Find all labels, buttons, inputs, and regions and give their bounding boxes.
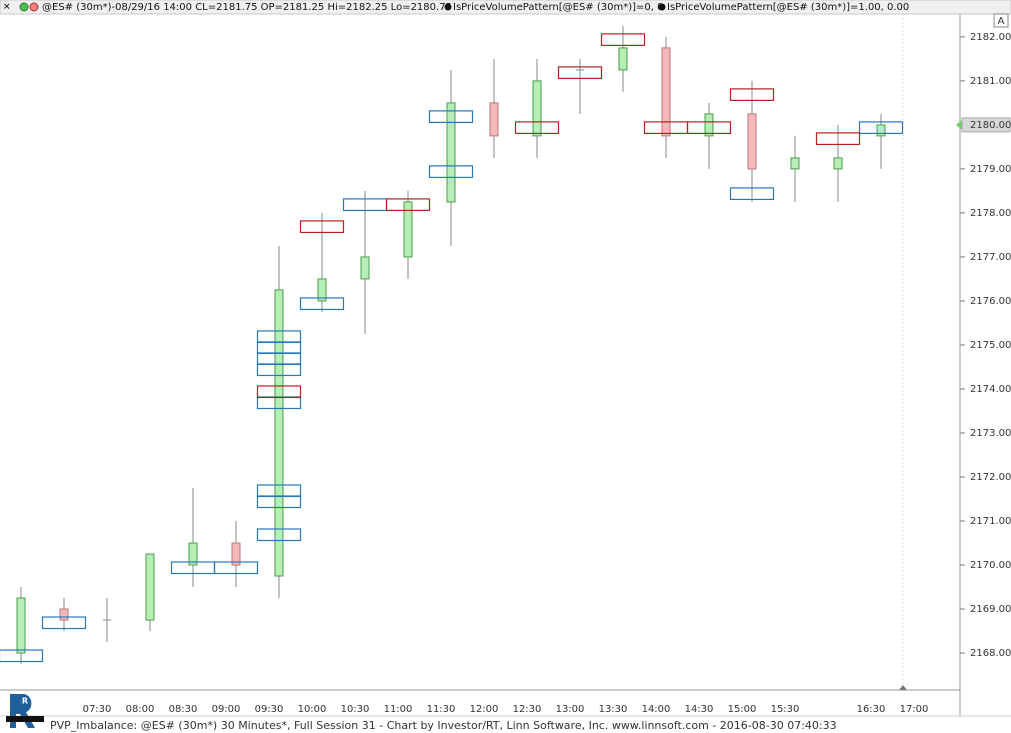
candle-body [188,542,198,566]
y-tick-label: 2169.00 [970,604,1011,615]
x-tick-label: 09:00 [212,704,241,715]
candle-body [489,102,499,137]
x-tick-label: 08:00 [126,704,155,715]
y-tick-label: 2168.00 [970,648,1011,659]
x-tick-label: 13:30 [599,704,628,715]
logo-text: R [22,697,28,706]
y-tick-label: 2178.00 [970,208,1011,219]
candle-body [360,256,370,280]
imbalance-box [299,220,345,234]
candle-body [704,113,714,137]
x-tick-label: 14:00 [642,704,671,715]
x-tick-label: 12:30 [513,704,542,715]
y-tick-label: 2181.00 [970,76,1011,87]
candle-body [876,124,886,137]
candle-body [532,80,542,137]
candle-body [618,47,628,71]
imbalance-box [428,165,474,179]
x-tick-label: 15:00 [728,704,757,715]
last-price-arrow [956,119,962,130]
y-tick-label: 2172.00 [970,472,1011,483]
x-tick-label: 11:00 [384,704,413,715]
imbalance-box [299,297,345,311]
quote-text: @ES# (30m*)-08/29/16 14:00 CL=2181.75 OP… [42,2,452,13]
imbalance-box [41,616,87,630]
y-tick-label: 2179.00 [970,164,1011,175]
x-tick-label: 15:30 [771,704,800,715]
header-bar [0,0,1011,15]
imbalance-box [600,33,646,46]
imbalance-box [557,66,603,79]
corner-button-label[interactable]: A [998,16,1005,27]
candle-body [16,597,26,654]
imbalance-box [815,132,861,146]
y-tick-label: 2173.00 [970,428,1011,439]
candle-body [661,47,671,137]
y-tick-label: 2171.00 [970,516,1011,527]
x-tick-label: 11:30 [427,704,456,715]
session-end-marker [899,685,907,690]
imbalance-box [858,121,904,135]
x-tick-label: 08:30 [169,704,198,715]
x-tick-label: 17:00 [900,704,929,715]
footer-caption: PVP_Imbalance: @ES# (30m*) 30 Minutes*, … [50,719,837,732]
imbalance-box [256,330,302,344]
candle-body [145,553,155,621]
logo-bar [6,716,44,722]
x-tick-label: 14:30 [685,704,714,715]
imbalance-box [514,121,560,135]
x-tick-label: 07:30 [83,704,112,715]
candle-body [790,157,800,170]
last-price-label: 2180.00 [970,120,1011,131]
indicator-text: IsPriceVolumePattern[@ES# (30m*)]=0, 0 [453,2,663,13]
corner-button[interactable] [993,13,1009,28]
y-tick-label: 2176.00 [970,296,1011,307]
status-dot[interactable] [19,2,29,12]
candle-body [833,157,843,170]
indicator-dot [444,3,452,11]
indicator-dot [658,3,666,11]
y-tick-label: 2182.00 [970,32,1011,43]
imbalance-box [729,88,775,101]
imbalance-box [385,198,431,212]
last-price-box [961,117,1011,133]
x-tick-label: 10:00 [298,704,327,715]
logo: R [6,694,44,728]
y-tick-label: 2177.00 [970,252,1011,263]
y-tick-label: 2174.00 [970,384,1011,395]
y-tick-label: 2170.00 [970,560,1011,571]
candle-body [231,542,241,566]
candle-body [59,608,69,621]
candle-body [446,102,456,203]
candle-body [274,289,284,577]
x-tick-label: 09:30 [255,704,284,715]
candle-body [403,201,413,258]
close-icon[interactable]: ✕ [3,3,11,13]
x-tick-label: 12:00 [470,704,499,715]
imbalance-box [256,484,302,498]
imbalance-box [256,385,302,399]
imbalance-box [0,649,44,663]
candle-body [317,278,327,302]
x-tick-label: 10:30 [341,704,370,715]
imbalance-box [729,187,775,201]
indicator-text: IsPriceVolumePattern[@ES# (30m*)]=1.00, … [667,2,909,13]
candle-body [747,113,757,170]
imbalance-box [256,528,302,542]
status-dot[interactable] [29,2,39,12]
x-tick-label: 16:30 [857,704,886,715]
imbalance-box [686,121,732,135]
imbalance-box [428,110,474,124]
y-tick-label: 2175.00 [970,340,1011,351]
x-tick-label: 13:00 [556,704,585,715]
imbalance-box [213,561,259,575]
